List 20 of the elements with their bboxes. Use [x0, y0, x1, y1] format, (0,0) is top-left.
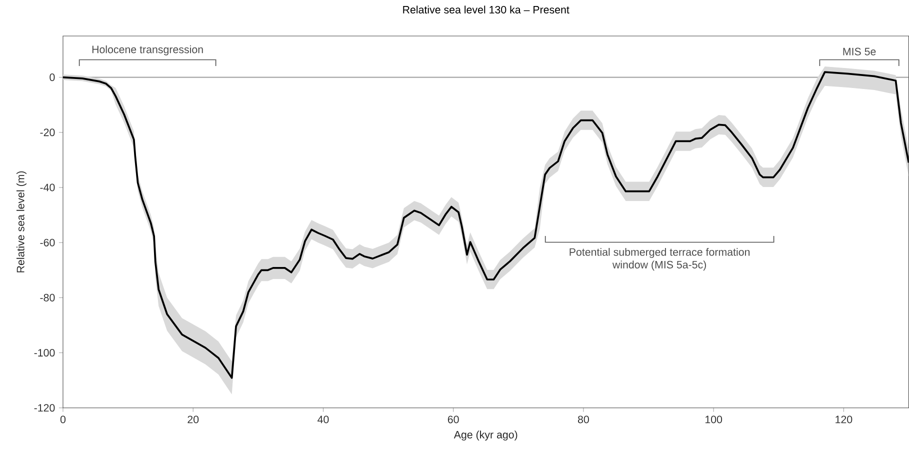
- x-tick-label: 120: [836, 416, 852, 424]
- annotation: Potential submerged terrace formation window (MIS 5a-5c): [570, 248, 750, 271]
- y-tick-label: -80: [40, 294, 55, 302]
- y-tick-label: -120: [34, 404, 55, 412]
- y-tick-label: -40: [40, 184, 55, 192]
- x-tick-label: 40: [318, 416, 329, 424]
- y-axis-title: Relative sea level (m): [16, 171, 26, 272]
- x-tick-label: 20: [188, 416, 199, 424]
- y-tick-label: 0: [50, 74, 55, 82]
- x-tick-label: 80: [578, 416, 589, 424]
- x-tick-label: 100: [705, 416, 722, 424]
- x-axis-title: Age (kyr ago): [454, 430, 518, 441]
- x-tick-label: 0: [60, 416, 66, 424]
- annotation: MIS 5e: [843, 48, 876, 56]
- y-tick-label: -60: [40, 238, 55, 246]
- y-tick-label: -20: [40, 128, 55, 136]
- annotation: Holocene transgression: [92, 45, 203, 56]
- chart-title: Relative sea level 130 ka – Present: [403, 6, 570, 14]
- x-tick-label: 60: [448, 416, 459, 424]
- y-tick-label: -100: [34, 349, 55, 357]
